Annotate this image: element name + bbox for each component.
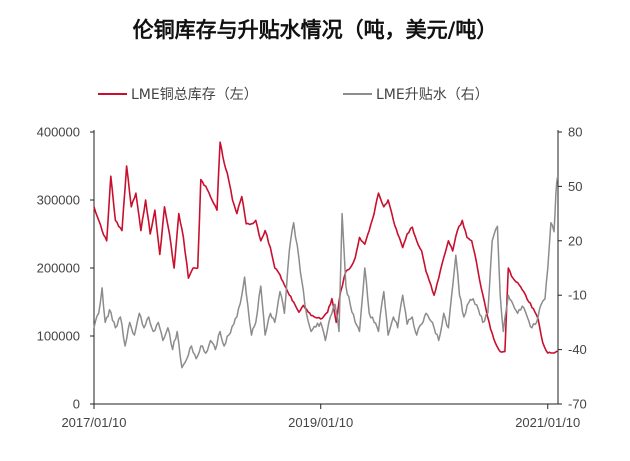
left-axis-tick-label: 300000 <box>37 193 80 208</box>
x-axis-tick-label: 2017/01/10 <box>61 415 126 430</box>
legend: LME铜总库存（左） LME升贴水（右） <box>98 87 489 103</box>
right-axis-tick-label: -70 <box>568 397 587 412</box>
series-line-premium <box>93 177 559 369</box>
legend-label: LME升贴水（右） <box>376 87 489 103</box>
legend-label: LME铜总库存（左） <box>131 87 258 103</box>
left-axis-tick-label: 200000 <box>37 261 80 276</box>
axes: 0 100000 200000 300000 400000 -70 -40 -10 20 50 80… <box>37 125 587 431</box>
series-layer <box>93 141 559 369</box>
right-axis-tick-label: 50 <box>568 179 582 194</box>
x-axis-tick-label: 2019/01/10 <box>288 415 353 430</box>
right-axis-tick-label: -10 <box>568 288 587 303</box>
left-axis-tick-label: 400000 <box>37 125 80 140</box>
chart-title: 伦铜库存与升贴水情况（吨，美元/吨） <box>132 18 498 42</box>
x-axis-tick-label: 2021/01/10 <box>515 415 580 430</box>
right-axis-tick-label: 20 <box>568 233 582 248</box>
left-axis-tick-label: 100000 <box>37 329 80 344</box>
series-line-inventory <box>93 141 558 354</box>
left-axis-tick-label: 0 <box>73 397 80 412</box>
right-axis-tick-label: -40 <box>568 342 587 357</box>
right-axis-tick-label: 80 <box>568 125 582 140</box>
